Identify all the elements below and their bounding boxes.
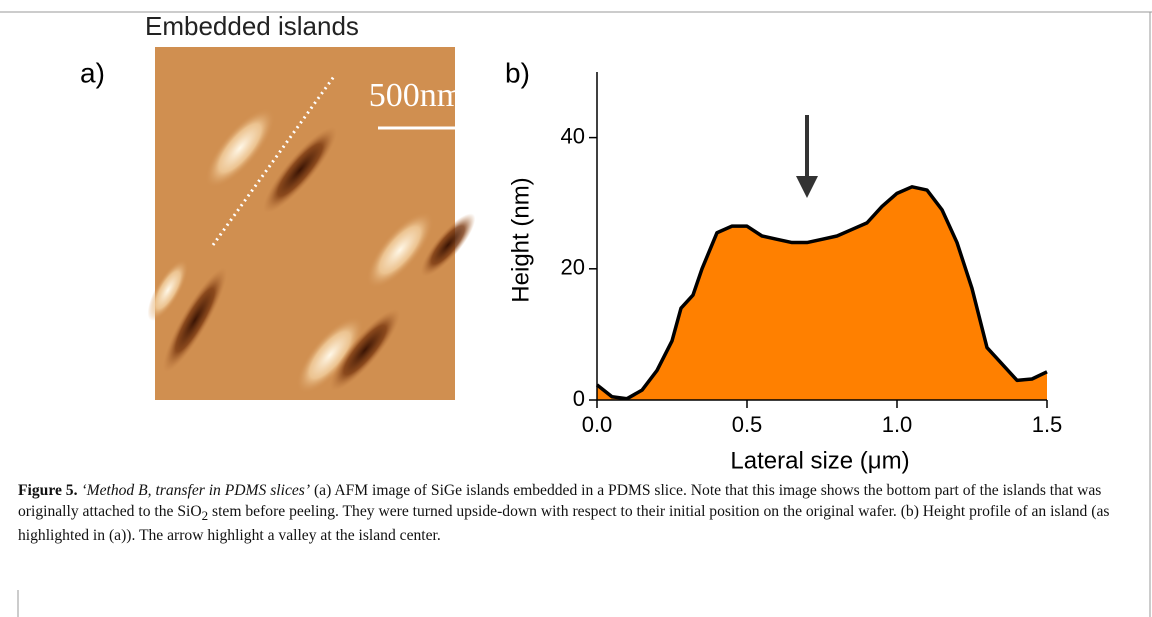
y-axis-label: Height (nm) — [507, 177, 534, 302]
caption: Figure 5. ‘Method B, transfer in PDMS sl… — [18, 481, 1128, 547]
y-tick-label: 0 — [573, 386, 585, 411]
afm-image — [147, 47, 476, 400]
y-tick-label: 40 — [561, 123, 585, 148]
caption-subscript: 2 — [201, 507, 209, 523]
x-tick-label: 0.0 — [582, 412, 613, 437]
caption-text: (a) AFM image of SiGe islands embedded i… — [18, 482, 1102, 520]
caption-label: Figure 5. — [18, 482, 78, 499]
caption-title: ‘Method B, transfer in PDMS slices’ — [81, 482, 311, 499]
panel-label: b) — [505, 57, 530, 88]
panel-label: a) — [80, 57, 105, 88]
area-fill — [597, 186, 1047, 400]
x-tick-label: 1.5 — [1032, 412, 1063, 437]
y-tick-label: 20 — [561, 255, 585, 280]
x-tick-label: 1.0 — [882, 412, 913, 437]
arrow — [796, 115, 818, 198]
scale-bar-label: 500nm — [369, 77, 463, 114]
x-tick-label: 0.5 — [732, 412, 763, 437]
profile-line — [595, 185, 1048, 401]
caption-text: stem before peeling. They were turned up… — [18, 502, 1110, 545]
x-axis-label: Lateral size (μm) — [730, 447, 909, 474]
panel-title: Embedded islands — [145, 11, 359, 41]
